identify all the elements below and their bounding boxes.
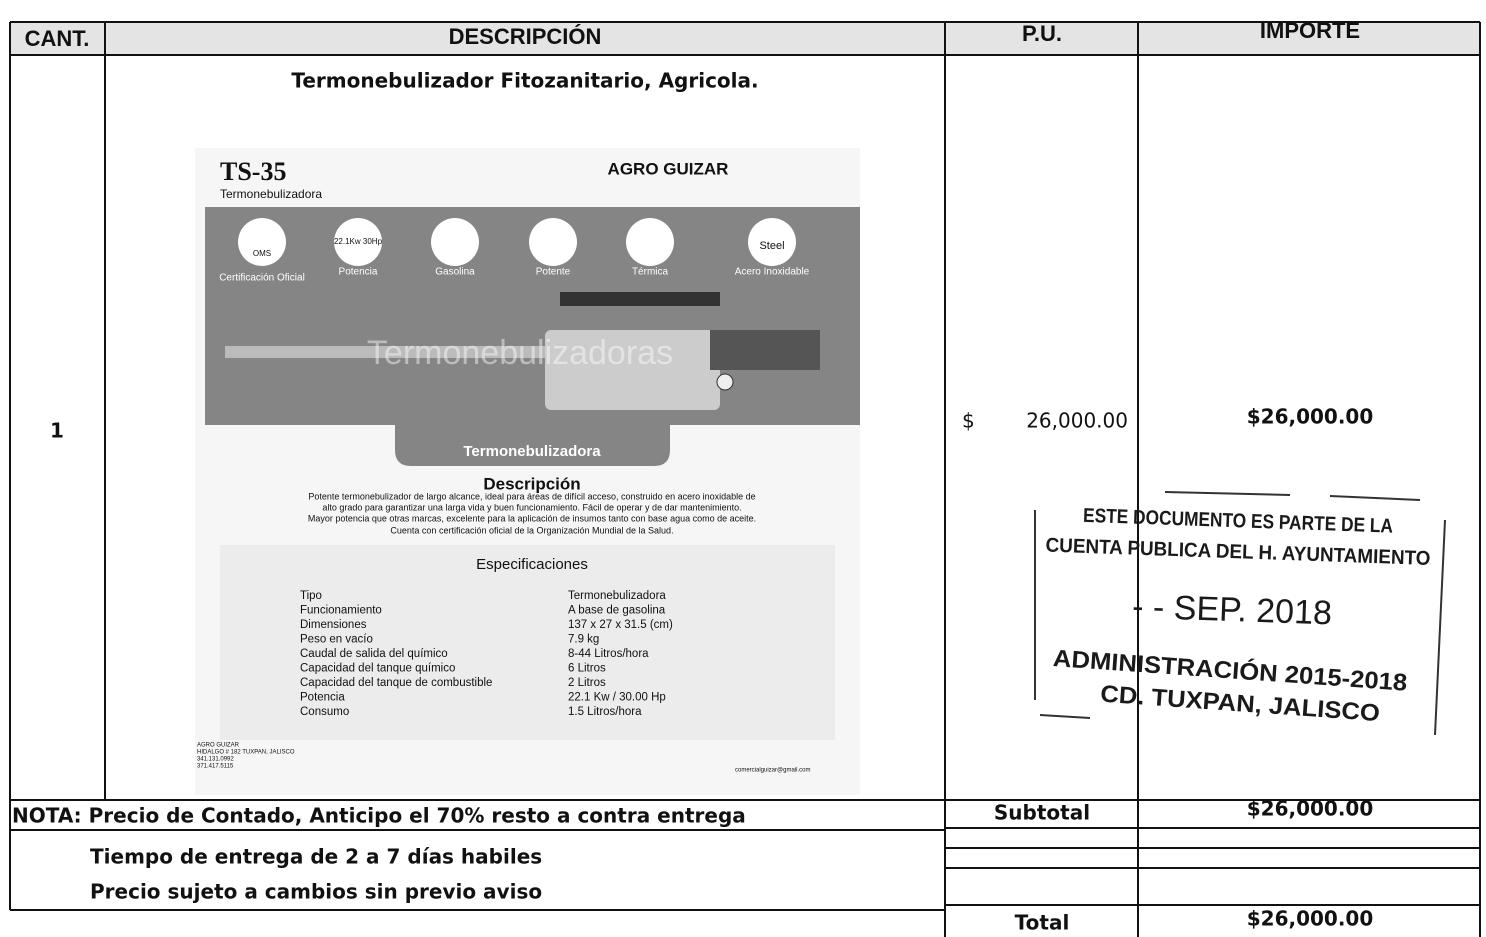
- spec-value: 6 Litros: [568, 663, 606, 675]
- model-subtitle: Termonebulizadora: [220, 187, 322, 201]
- banner-text: Termonebulizadora: [463, 443, 601, 460]
- note: Precio sujeto a cambios sin previo aviso: [90, 880, 542, 904]
- spec-value: Termonebulizadora: [568, 590, 666, 602]
- cap: [716, 373, 734, 391]
- product-sheet: TS-35 Termonebulizadora AGRO GUIZAR Term…: [195, 148, 860, 795]
- icon-label: Certificación Oficial: [219, 273, 305, 284]
- icon-label: Potente: [536, 267, 571, 278]
- spec-label: Tipo: [300, 590, 322, 602]
- icon-text: Steel: [759, 240, 784, 252]
- footer-line: 371.417.5115: [197, 764, 234, 770]
- total-label: Total: [1015, 911, 1070, 935]
- description-line: alto grado para garantizar una larga vid…: [322, 502, 741, 512]
- icon-text: 22.1Kw 30Hp: [334, 237, 383, 246]
- header-cell: P.U.: [1022, 21, 1062, 46]
- item-quantity: 1: [50, 419, 64, 443]
- spec-value: 1.5 Litros/hora: [568, 706, 642, 718]
- icon: [529, 218, 577, 266]
- spec-label: Consumo: [300, 706, 349, 718]
- description-title: Descripción: [483, 474, 580, 493]
- tube: [225, 346, 555, 358]
- engine: [710, 330, 820, 370]
- spec-value: 137 x 27 x 31.5 (cm): [568, 619, 673, 631]
- icon: [626, 218, 674, 266]
- icon: [431, 218, 479, 266]
- spec-label: Peso en vacío: [300, 634, 373, 646]
- subtotal: $26,000.00: [1247, 797, 1374, 821]
- spec-value: A base de gasolina: [568, 605, 666, 617]
- spec-label: Dimensiones: [300, 619, 367, 631]
- spec-label: Potencia: [300, 692, 345, 704]
- footer-line: AGRO GUIZAR: [197, 743, 240, 749]
- item-amount: $26,000.00: [1247, 405, 1374, 429]
- spec-label: Capacidad del tanque químico: [300, 663, 455, 675]
- handle: [560, 292, 720, 306]
- specs-title: Especificaciones: [476, 556, 588, 573]
- stamp: ESTE DOCUMENTO ES PARTE DE LA CUENTA PUB…: [1034, 491, 1446, 736]
- icon: [238, 218, 286, 266]
- table-grid: [9, 21, 1481, 937]
- icon-text: OMS: [253, 249, 271, 258]
- footer-line: HIDALGO # 182 TUXPAN, JALISCO: [197, 750, 295, 756]
- spec-value: 2 Litros: [568, 677, 606, 689]
- note: Tiempo de entrega de 2 a 7 días habiles: [90, 845, 542, 869]
- icon: [748, 218, 796, 266]
- stamp-line: - - SEP. 2018: [1132, 588, 1333, 633]
- icon-label: Térmica: [632, 267, 669, 278]
- unit-price: 26,000.00: [1026, 409, 1128, 433]
- icon: [334, 218, 382, 266]
- currency-symbol: $: [962, 409, 975, 433]
- spec-value: 8-44 Litros/hora: [568, 648, 649, 660]
- icons: OMS 22.1Kw 30Hp Steel Certificación Ofic…: [219, 218, 810, 284]
- description-line: Potente termonebulizador de largo alcanc…: [308, 491, 755, 501]
- body: [545, 330, 720, 410]
- total: $26,000.00: [1247, 907, 1374, 931]
- stamp-border: [1034, 491, 1446, 736]
- machine: [225, 292, 820, 410]
- model: TS-35: [220, 157, 286, 186]
- footer-email: comercialguizar@gmail.com: [735, 768, 810, 774]
- spec-label: Capacidad del tanque de combustible: [300, 677, 492, 689]
- header-cell: DESCRIPCIÓN: [449, 24, 602, 49]
- icon-label: Acero Inoxidable: [735, 267, 810, 278]
- header-cell: CANT.: [25, 26, 90, 51]
- spec-value: 22.1 Kw / 30.00 Hp: [568, 692, 666, 704]
- footer-line: 341.131.0992: [197, 757, 234, 763]
- stamp-line: CUENTA PUBLICA DEL H. AYUNTAMIENTO: [1045, 535, 1431, 570]
- watermark: Termonebulizadoras: [367, 334, 673, 372]
- spec-label: Funcionamiento: [300, 605, 382, 617]
- brand: AGRO GUIZAR: [608, 159, 729, 178]
- item-description: Termonebulizador Fitozanitario, Agricola…: [291, 69, 758, 93]
- description-line: Mayor potencia que otras marcas, excelen…: [308, 513, 756, 523]
- description-line: Cuenta con certificación oficial de la O…: [390, 525, 673, 535]
- icon-label: Gasolina: [435, 267, 475, 278]
- header-bg: [10, 22, 1480, 55]
- spec-value: 7.9 kg: [568, 634, 599, 646]
- specs-box: [220, 545, 835, 740]
- subtotal-label: Subtotal: [994, 801, 1090, 825]
- stamp-line: ESTE DOCUMENTO ES PARTE DE LA: [1083, 505, 1394, 538]
- banner: [395, 420, 670, 466]
- icon-label: Potencia: [339, 267, 378, 278]
- spec-label: Caudal de salida del químico: [300, 648, 448, 660]
- specs-list: Tipo Termonebulizadora Funcionamiento A bas…: [300, 590, 673, 718]
- note: NOTA: Precio de Contado, Anticipo el 70%…: [12, 804, 746, 828]
